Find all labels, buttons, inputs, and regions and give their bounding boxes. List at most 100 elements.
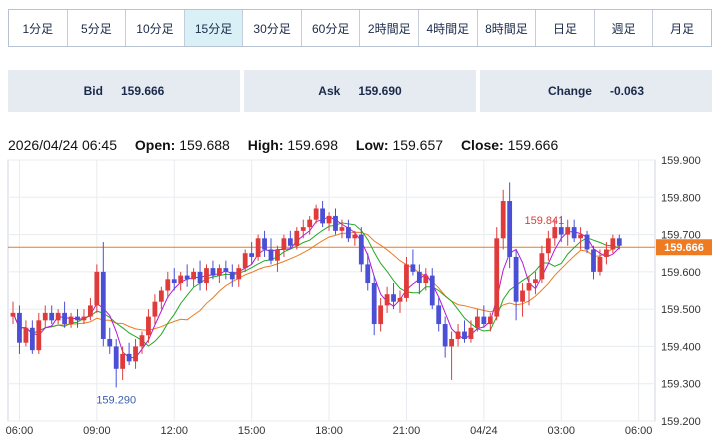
candle — [281, 234, 287, 257]
candle-body — [281, 238, 287, 250]
candle — [287, 230, 293, 250]
tab-8[interactable]: 4時間足 — [419, 10, 478, 46]
ohlc-datetime: 2026/04/24 06:45 — [8, 137, 117, 153]
candle-body — [513, 256, 519, 302]
candle — [371, 275, 377, 336]
tab-5[interactable]: 30分足 — [243, 10, 302, 46]
ask-label: Ask — [318, 84, 341, 98]
candle — [94, 264, 100, 313]
candle-body — [578, 234, 583, 239]
candle — [539, 245, 545, 284]
candle — [42, 305, 48, 328]
candle-body — [236, 268, 242, 280]
candle — [442, 316, 448, 358]
candle-body — [249, 253, 255, 257]
tab-2[interactable]: 5分足 — [68, 10, 127, 46]
change-label: Change — [547, 84, 592, 98]
candle — [487, 312, 493, 332]
candle-body — [571, 227, 577, 239]
tab-6[interactable]: 60分足 — [302, 10, 361, 46]
candle — [429, 268, 435, 310]
candle-body — [242, 253, 248, 269]
candle-body — [49, 312, 55, 321]
current-price-label: 159.666 — [664, 242, 704, 254]
candle — [423, 268, 429, 291]
x-tick-label: 04/24 — [470, 425, 498, 437]
candle-body — [107, 338, 113, 347]
candle-body — [300, 227, 306, 231]
x-tick-label: 09:00 — [83, 425, 111, 437]
candle-body — [81, 316, 87, 321]
candle — [197, 260, 203, 291]
candle — [578, 227, 583, 250]
candle-body — [100, 271, 106, 339]
candle-body — [178, 275, 184, 284]
candle — [468, 320, 474, 343]
candle — [62, 301, 67, 328]
y-tick-label: 159.400 — [661, 341, 701, 353]
candle-body — [384, 294, 390, 306]
candle-body — [204, 268, 209, 284]
candle-body — [494, 238, 500, 317]
candle — [229, 264, 235, 287]
y-tick-label: 159.600 — [661, 267, 701, 279]
y-tick-label: 159.200 — [661, 416, 701, 428]
candle-body — [346, 227, 351, 239]
candle-body — [423, 275, 429, 284]
candle-body — [616, 238, 622, 246]
candle-body — [68, 316, 74, 325]
candle-body — [320, 208, 325, 224]
candle — [17, 305, 22, 354]
candle — [520, 283, 525, 317]
tab-11[interactable]: 週足 — [595, 10, 654, 46]
candle — [113, 338, 119, 388]
candle — [436, 297, 442, 332]
candle — [365, 253, 371, 291]
tab-7[interactable]: 2時間足 — [360, 10, 420, 46]
candle-body — [604, 249, 609, 257]
tab-3[interactable]: 10分足 — [126, 10, 185, 46]
candle — [55, 309, 61, 325]
candle-body — [371, 283, 377, 325]
candle — [313, 204, 319, 224]
candle — [171, 268, 177, 291]
ask-box: Ask 159.690 — [244, 70, 476, 112]
candle-body — [139, 335, 145, 347]
candle — [526, 275, 532, 306]
candle — [217, 264, 222, 284]
candle-body — [268, 249, 274, 261]
candle — [139, 331, 145, 354]
candle — [107, 327, 113, 354]
candle-body — [565, 227, 571, 235]
low-value: 159.657 — [392, 137, 444, 153]
candle — [397, 290, 403, 313]
tab-9[interactable]: 8時間足 — [478, 10, 537, 46]
tab-10[interactable]: 日足 — [536, 10, 595, 46]
candle-body — [287, 238, 293, 246]
candle — [307, 215, 313, 235]
candle — [10, 301, 16, 325]
open-value: 159.688 — [179, 137, 230, 153]
candle — [449, 331, 454, 380]
candle — [384, 286, 390, 313]
candle-body — [307, 219, 313, 228]
candle-body — [126, 353, 132, 362]
candle-body — [449, 338, 454, 347]
candle — [165, 271, 171, 298]
candle-body — [275, 249, 280, 261]
high-label: High: — [247, 137, 284, 153]
candle — [320, 201, 325, 228]
candle-body — [55, 312, 61, 321]
candle-body — [475, 316, 480, 328]
high-value: 159.698 — [287, 137, 338, 153]
candle-body — [610, 238, 616, 250]
tab-1[interactable]: 1分足 — [9, 10, 68, 46]
quote-bar: Bid 159.666 Ask 159.690 Change -0.063 — [8, 70, 712, 112]
tab-12[interactable]: 月足 — [670, 21, 695, 36]
candle-body — [591, 249, 596, 272]
tab-4[interactable]: 15分足 — [184, 10, 244, 46]
candle-body — [10, 312, 16, 317]
candle — [178, 271, 184, 291]
y-tick-label: 159.900 — [661, 155, 701, 167]
